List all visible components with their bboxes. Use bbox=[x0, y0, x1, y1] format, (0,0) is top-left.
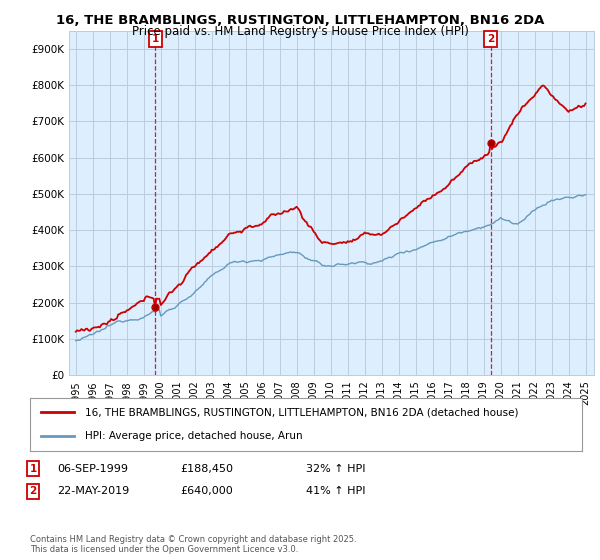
Text: 1: 1 bbox=[151, 34, 159, 44]
Text: 32% ↑ HPI: 32% ↑ HPI bbox=[306, 464, 365, 474]
Text: £640,000: £640,000 bbox=[180, 486, 233, 496]
Text: Contains HM Land Registry data © Crown copyright and database right 2025.
This d: Contains HM Land Registry data © Crown c… bbox=[30, 535, 356, 554]
Text: £188,450: £188,450 bbox=[180, 464, 233, 474]
Text: 16, THE BRAMBLINGS, RUSTINGTON, LITTLEHAMPTON, BN16 2DA: 16, THE BRAMBLINGS, RUSTINGTON, LITTLEHA… bbox=[56, 14, 544, 27]
Text: Price paid vs. HM Land Registry's House Price Index (HPI): Price paid vs. HM Land Registry's House … bbox=[131, 25, 469, 38]
Text: 06-SEP-1999: 06-SEP-1999 bbox=[57, 464, 128, 474]
Text: 2: 2 bbox=[487, 34, 494, 44]
Text: 2: 2 bbox=[29, 486, 37, 496]
Text: 41% ↑ HPI: 41% ↑ HPI bbox=[306, 486, 365, 496]
Text: 22-MAY-2019: 22-MAY-2019 bbox=[57, 486, 129, 496]
Text: HPI: Average price, detached house, Arun: HPI: Average price, detached house, Arun bbox=[85, 431, 303, 441]
Text: 16, THE BRAMBLINGS, RUSTINGTON, LITTLEHAMPTON, BN16 2DA (detached house): 16, THE BRAMBLINGS, RUSTINGTON, LITTLEHA… bbox=[85, 408, 519, 418]
Text: 1: 1 bbox=[29, 464, 37, 474]
